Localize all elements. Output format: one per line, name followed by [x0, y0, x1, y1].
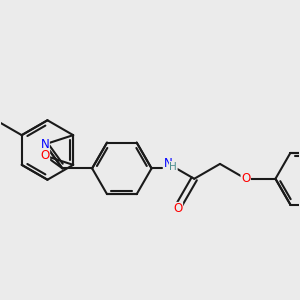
Text: N: N: [164, 158, 173, 170]
Text: O: O: [173, 202, 182, 215]
Text: H: H: [169, 162, 177, 172]
Text: N: N: [40, 138, 49, 151]
Text: O: O: [241, 172, 250, 185]
Text: O: O: [40, 149, 50, 162]
